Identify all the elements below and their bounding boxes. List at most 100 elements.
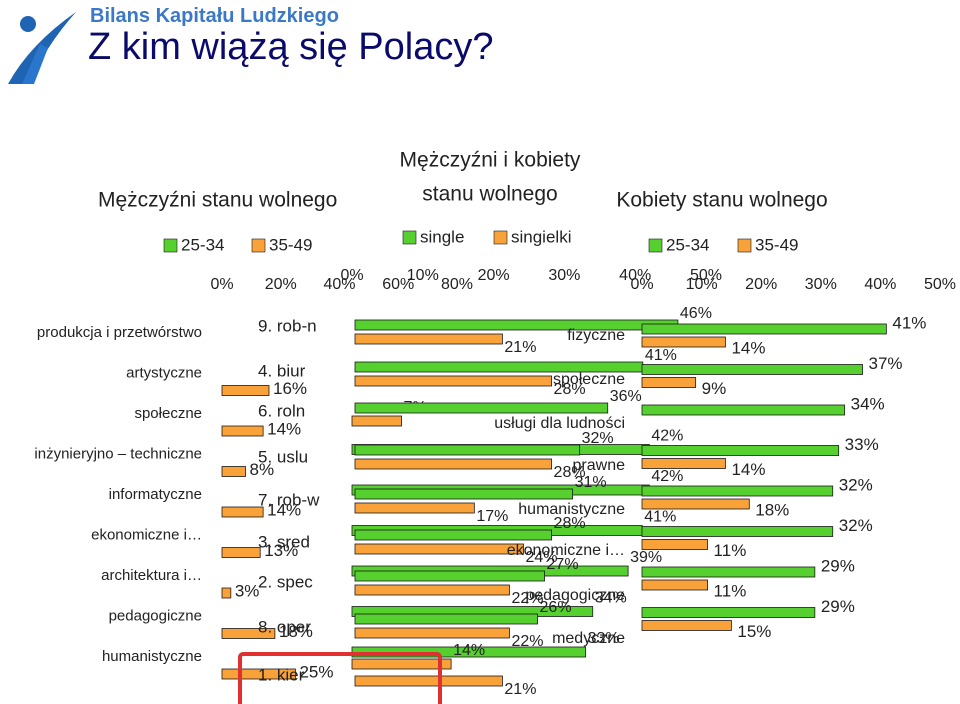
chart2-legend-1-label: singielki xyxy=(511,227,571,246)
chart1-value-label: 18% xyxy=(279,622,313,641)
highlight-box xyxy=(238,652,442,704)
chart2-value-label: 39% xyxy=(630,549,662,566)
chart4-value-label: 32% xyxy=(839,475,873,494)
chart1-legend-0-label: 25-34 xyxy=(181,235,224,254)
chart3-bar-singielki xyxy=(354,584,510,596)
chart3-value-label: 28% xyxy=(554,464,586,481)
chart4-bar-35-49 xyxy=(641,539,708,550)
chart4-value-label: 14% xyxy=(731,338,765,357)
chart1-legend-1-label: 35-49 xyxy=(269,235,312,254)
chart2-title-line1: Mężczyźni i kobiety xyxy=(400,149,581,172)
chart1-bar-35-49 xyxy=(221,385,270,396)
chart4-bar-25-34 xyxy=(641,323,887,335)
chart3-bar-single xyxy=(354,613,538,625)
chart4-legend-1-label: 35-49 xyxy=(755,235,798,254)
brand-name: Bilans Kapitału Ludzkiego xyxy=(90,5,339,27)
chart2-legend-0-label: single xyxy=(420,227,464,246)
chart3-category-label: prawne xyxy=(573,457,626,474)
chart3-category-label: fizyczne xyxy=(567,327,625,344)
chart2-value-label: 42% xyxy=(651,468,683,485)
chart1-category-label: produkcja i przetwórstwo xyxy=(37,324,202,341)
chart4-bar-25-34 xyxy=(641,404,846,416)
chart1-x-tick: 20% xyxy=(265,276,297,293)
chart3-category-label: medyczne xyxy=(552,630,625,647)
chart1-category-label: inżynieryjno – techniczne xyxy=(34,445,202,462)
chart2-category-label: 2. spec xyxy=(258,572,313,591)
page-title: Z kim wiążą się Polacy? xyxy=(88,26,494,68)
chart1-bar-35-49 xyxy=(221,668,296,680)
chart2-category-label: 5. uslu xyxy=(258,447,308,466)
chart3-value-label: 28% xyxy=(554,381,586,398)
chart3-bar-single xyxy=(354,444,581,456)
chart4-legend-0-label: 25-34 xyxy=(666,235,709,254)
chart4-title: Kobiety stanu wolnego xyxy=(616,189,827,212)
chart2-x-tick: 0% xyxy=(340,267,363,284)
chart4-value-label: 14% xyxy=(731,460,765,479)
chart4-bar-35-49 xyxy=(641,620,732,631)
chart3-category-label: humanistyczne xyxy=(518,501,625,518)
chart2-category-label: 8. oper xyxy=(258,617,311,636)
chart3-value-label: 28% xyxy=(554,515,586,532)
chart2-category-label: 9. rob-n xyxy=(258,316,317,335)
chart4-bar-25-34 xyxy=(641,607,816,618)
chart3-bar-single xyxy=(354,529,552,541)
chart4-x-tick: 30% xyxy=(805,276,837,293)
chart2-category-label: 6. roln xyxy=(258,401,305,420)
chart1-bar-35-49 xyxy=(221,628,276,639)
chart3-value-label: 46% xyxy=(680,305,712,322)
chart3-value-label: 31% xyxy=(575,474,607,491)
chart4-value-label: 11% xyxy=(714,541,747,560)
chart4-value-label: 34% xyxy=(851,394,885,413)
chart3-value-label: 27% xyxy=(547,556,579,573)
chart3-category-label: społeczne xyxy=(553,371,625,388)
chart2-x-tick: 50% xyxy=(690,267,722,284)
chart1-bar-35-49 xyxy=(221,547,261,558)
chart3-bar-single xyxy=(354,488,574,500)
chart3-bar-single xyxy=(354,319,679,331)
chart2-title-line2: stanu wolnego xyxy=(422,183,557,206)
chart1-value-label: 8% xyxy=(250,460,275,479)
chart2-value-label: 42% xyxy=(651,428,683,445)
chart2-x-tick: 20% xyxy=(478,267,510,284)
chart2-value-label: 34% xyxy=(595,590,627,607)
chart3-value-label: 26% xyxy=(540,599,572,616)
chart3-bar-singielki xyxy=(354,675,503,687)
chart4-value-label: 11% xyxy=(714,581,747,600)
chart2-value-label: 14% xyxy=(453,642,485,659)
chart3-value-label: 21% xyxy=(504,339,536,356)
chart4-bar-35-49 xyxy=(641,336,726,348)
chart3-category-label: usługi dla ludności xyxy=(494,415,625,432)
chart3-bar-singielki xyxy=(354,543,524,555)
chart1-category-label: humanistyczne xyxy=(102,648,202,665)
chart3-value-label: 32% xyxy=(582,430,614,447)
chart3-value-label: 24% xyxy=(525,549,557,566)
chart1-bar-35-49 xyxy=(221,425,264,437)
chart1-value-label: 25% xyxy=(299,662,333,681)
chart3-value-label: 17% xyxy=(476,508,508,525)
chart4-value-label: 33% xyxy=(845,435,879,454)
chart1-x-tick: 60% xyxy=(382,276,414,293)
chart4-value-label: 29% xyxy=(821,556,855,575)
chart4-value-label: 37% xyxy=(869,354,903,373)
chart3-category-label: ekonomiczne i… xyxy=(507,542,625,559)
chart1-x-tick: 0% xyxy=(210,276,233,293)
chart1-legend-0-swatch xyxy=(163,238,178,253)
chart3-value-label: 21% xyxy=(504,681,536,698)
chart2-category-label: 1. kier xyxy=(258,665,305,684)
chart2-category-label: 3. sred xyxy=(258,532,310,551)
chart4-x-tick: 50% xyxy=(924,276,956,293)
logo-icon xyxy=(8,12,76,84)
chart4-bar-25-34 xyxy=(641,526,834,537)
chart2-legend-0-swatch xyxy=(402,230,417,245)
chart1-value-label: 14% xyxy=(267,419,301,438)
chart4-legend-1-swatch xyxy=(737,238,752,253)
chart4-value-label: 15% xyxy=(737,622,771,641)
chart1-bar-35-49 xyxy=(221,466,246,477)
chart1-category-label: pedagogiczne xyxy=(109,607,202,624)
chart4-value-label: 29% xyxy=(821,597,855,616)
chart4-x-tick: 0% xyxy=(630,276,653,293)
chart4-x-tick: 10% xyxy=(686,276,718,293)
chart1-legend-1-swatch xyxy=(251,238,266,253)
chart3-bar-singielki xyxy=(354,458,552,470)
